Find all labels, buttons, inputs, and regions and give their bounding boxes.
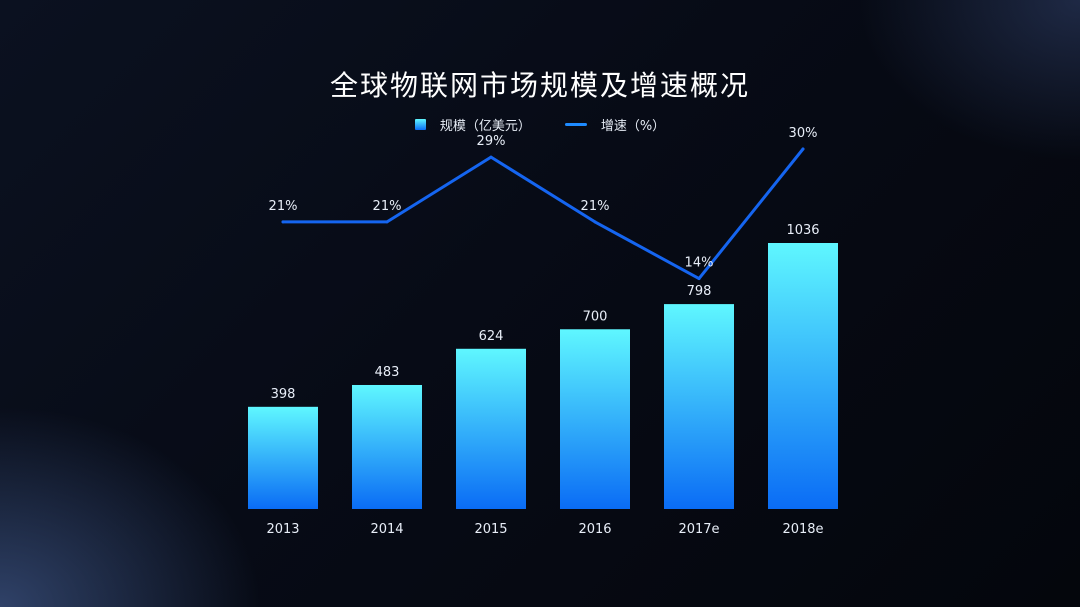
growth-point-2015[interactable] (489, 155, 493, 159)
bar-2016[interactable] (560, 329, 630, 509)
bar-value-label-2016: 700 (583, 309, 608, 324)
line-layer (281, 147, 805, 281)
x-tick-label-2013: 2013 (266, 522, 299, 537)
chart-legend: 规模（亿美元） 增速（%） (0, 115, 1080, 134)
growth-line[interactable] (281, 147, 805, 281)
legend-item-size[interactable]: 规模（亿美元） (414, 115, 531, 134)
growth-value-label-2014: 21% (373, 199, 402, 214)
bar-value-label-2015: 624 (479, 329, 504, 344)
bar-2014[interactable] (352, 384, 422, 509)
x-tick-label-2014: 2014 (370, 522, 403, 537)
legend-item-growth[interactable]: 增速（%） (564, 115, 666, 134)
legend-label-growth: 增速（%） (600, 119, 666, 134)
bar-value-label-2017e: 798 (687, 284, 712, 299)
legend-swatch-bar (414, 119, 426, 130)
x-tick-label-2016: 2016 (578, 522, 611, 537)
bar-value-label-2013: 398 (271, 387, 296, 402)
bar-2017e[interactable] (664, 304, 734, 509)
growth-point-2018e[interactable] (801, 147, 805, 151)
bar-value-label-2014: 483 (375, 365, 400, 380)
growth-point-2013[interactable] (281, 220, 285, 224)
bar-2013[interactable] (248, 406, 318, 509)
legend-label-size: 规模（亿美元） (439, 119, 531, 134)
growth-value-label-2013: 21% (269, 199, 298, 214)
growth-value-label-2016: 21% (581, 199, 610, 214)
growth-value-label-2015: 29% (477, 134, 506, 149)
chart-title: 全球物联网市场规模及增速概况 (329, 69, 750, 102)
x-tick-label-2015: 2015 (474, 522, 507, 537)
growth-point-2016[interactable] (593, 220, 597, 224)
legend-swatch-line (564, 123, 587, 126)
growth-value-label-2017e: 14% (685, 256, 714, 271)
growth-value-label-2018e: 30% (789, 126, 818, 141)
labels-layer: 398 2013 483 2014 624 2015 700 2016 798 2017e 1036… (266, 126, 823, 537)
x-tick-label-2017e: 2017e (678, 522, 719, 537)
bar-2015[interactable] (456, 348, 526, 509)
bar-value-label-2018e: 1036 (786, 223, 819, 238)
x-tick-label-2018e: 2018e (782, 522, 823, 537)
bar-2018e[interactable] (768, 243, 838, 509)
bars-layer (248, 243, 838, 509)
growth-point-2014[interactable] (385, 220, 389, 224)
growth-point-2017e[interactable] (697, 277, 701, 281)
